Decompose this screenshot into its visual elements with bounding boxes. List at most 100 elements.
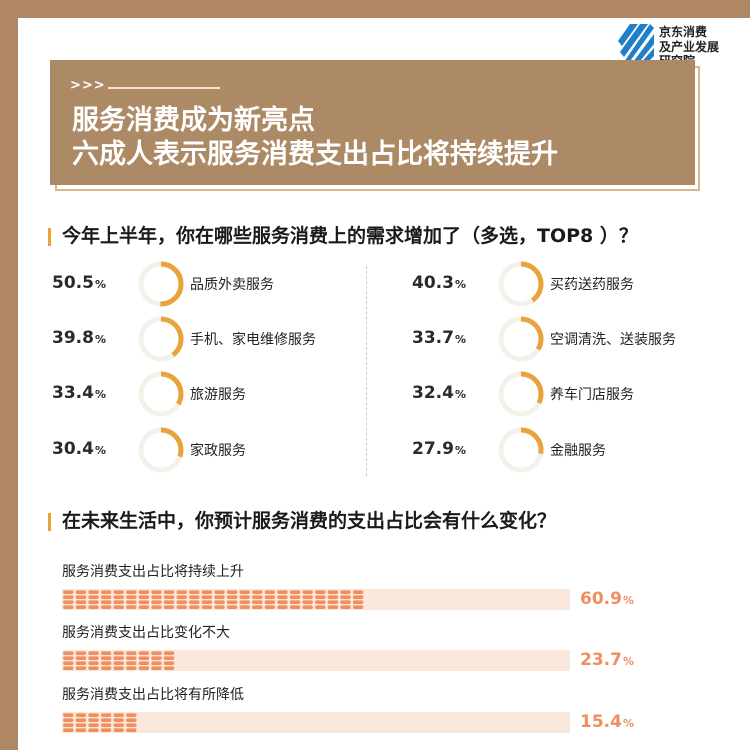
donut-item: 33.7% 空调清洗、送装服务 [412, 316, 712, 366]
donut-value-number: 33.4 [52, 383, 94, 403]
donut-value-unit: % [454, 278, 466, 291]
infographic-card: 京东消费 及产业发展 研究院 >>> 服务消费成为新亮点 六成人表示服务消费支出… [18, 18, 750, 750]
bar-value-label: 15.4% [580, 712, 634, 732]
donut-item: 30.4% 家政服务 [52, 427, 352, 477]
coin-stack-icon [163, 589, 175, 610]
donut-ring [498, 427, 544, 473]
donut-category-label: 养车门店服务 [550, 387, 634, 403]
donut-ring [138, 316, 184, 362]
coin-stack-icon [339, 589, 352, 610]
chevrons-icon: >>> [70, 78, 106, 93]
bar-value-label: 23.7% [580, 650, 634, 670]
donut-ring [138, 371, 184, 417]
coin-stack-icon [100, 589, 112, 610]
donut-value-label: 27.9% [412, 439, 492, 459]
bar-value-number: 15.4 [580, 712, 622, 732]
donut-arc [160, 316, 184, 358]
bar-fill [62, 712, 138, 733]
coin-stack-icon [238, 589, 251, 610]
coin-stack-icon [301, 589, 314, 610]
coin-stack-icon [112, 712, 125, 733]
donut-category-label: 品质外卖服务 [190, 277, 274, 293]
bar-category-label: 服务消费支出占比将有所降低 [62, 687, 244, 703]
coin-stack-icon [138, 589, 150, 610]
coin-stack-icon [264, 589, 276, 610]
bar-row: 服务消费支出占比将持续上升 60.9% [62, 561, 652, 621]
donut-value-unit: % [94, 444, 106, 457]
bar-row: 服务消费支出占比将有所降低 15.4% [62, 684, 652, 744]
heading-accent-bar [48, 228, 51, 246]
banner-rule [108, 87, 220, 89]
donut-value-label: 30.4% [52, 439, 132, 459]
bar-fill [62, 650, 175, 671]
coin-stack-icon [112, 650, 125, 671]
donut-ring [138, 261, 184, 307]
donut-ring [498, 261, 544, 307]
donut-arc [520, 427, 544, 455]
coin-stack-icon [150, 650, 163, 671]
coin-stack-icon [201, 589, 213, 610]
coin-stack-icon [100, 712, 112, 733]
coin-stack-icon [276, 589, 289, 610]
donut-value-unit: % [454, 333, 466, 346]
donut-category-label: 手机、家电维修服务 [190, 332, 316, 348]
coin-stack-icon [327, 589, 339, 610]
coin-stack-icon [100, 650, 112, 671]
coin-stack-icon [150, 589, 163, 610]
donut-arc [520, 316, 544, 351]
donut-value-label: 33.4% [52, 383, 132, 403]
bar-value-unit: % [622, 655, 634, 668]
coin-stack-icon [87, 712, 100, 733]
coin-stack-icon [251, 589, 264, 610]
coin-stack-icon [138, 650, 150, 671]
donut-item: 40.3% 买药送药服务 [412, 261, 712, 311]
donut-item: 33.4% 旅游服务 [52, 371, 352, 421]
coin-stack-icon [352, 589, 364, 610]
donut-value-number: 27.9 [412, 439, 454, 459]
title-line-2: 六成人表示服务消费支出占比将持续提升 [72, 139, 558, 170]
question-1: 今年上半年，你在哪些服务消费上的需求增加了（多选，TOP8 ）？ [62, 225, 638, 247]
donut-value-number: 33.7 [412, 328, 454, 348]
donut-arc [520, 261, 544, 303]
coin-stack-icon [75, 589, 87, 610]
donut-item: 50.5% 品质外卖服务 [52, 261, 352, 311]
bar-track [62, 650, 570, 671]
coin-stack-icon [125, 650, 138, 671]
title-line-1: 服务消费成为新亮点 [72, 105, 315, 136]
donut-category-label: 买药送药服务 [550, 277, 634, 293]
coin-stack-icon [62, 589, 75, 610]
logo-line-2: 及产业发展 [659, 39, 720, 54]
donut-category-label: 金融服务 [550, 443, 606, 459]
bar-value-unit: % [622, 717, 634, 730]
donut-value-unit: % [94, 388, 106, 401]
donut-category-label: 家政服务 [190, 443, 246, 459]
donut-value-unit: % [94, 333, 106, 346]
bar-category-label: 服务消费支出占比变化不大 [62, 625, 230, 641]
bar-row: 服务消费支出占比变化不大 23.7% [62, 622, 652, 682]
column-divider [366, 266, 367, 476]
donut-value-number: 30.4 [52, 439, 94, 459]
coin-stack-icon [226, 589, 238, 610]
donut-value-number: 40.3 [412, 273, 454, 293]
donut-value-number: 39.8 [52, 328, 94, 348]
bar-track [62, 712, 570, 733]
question-2: 在未来生活中，你预计服务消费的支出占比会有什么变化？ [62, 510, 557, 532]
donut-value-label: 40.3% [412, 273, 492, 293]
bar-value-number: 60.9 [580, 589, 622, 609]
bar-value-number: 23.7 [580, 650, 622, 670]
page-title: 服务消费成为新亮点 六成人表示服务消费支出占比将持续提升 [72, 104, 558, 172]
coin-stack-icon [87, 650, 100, 671]
donut-ring [498, 371, 544, 417]
donut-arc [160, 371, 184, 406]
donut-value-number: 32.4 [412, 383, 454, 403]
coin-stack-icon [175, 589, 188, 610]
banner-panel: >>> 服务消费成为新亮点 六成人表示服务消费支出占比将持续提升 [50, 60, 695, 185]
donut-ring [138, 427, 184, 473]
donut-category-label: 旅游服务 [190, 387, 246, 403]
header-banner: >>> 服务消费成为新亮点 六成人表示服务消费支出占比将持续提升 [50, 60, 702, 198]
coin-stack-icon [314, 589, 327, 610]
donut-ring [498, 316, 544, 362]
coin-stack-icon [62, 650, 75, 671]
coin-stack-icon [75, 650, 87, 671]
donut-category-label: 空调清洗、送装服务 [550, 332, 676, 348]
